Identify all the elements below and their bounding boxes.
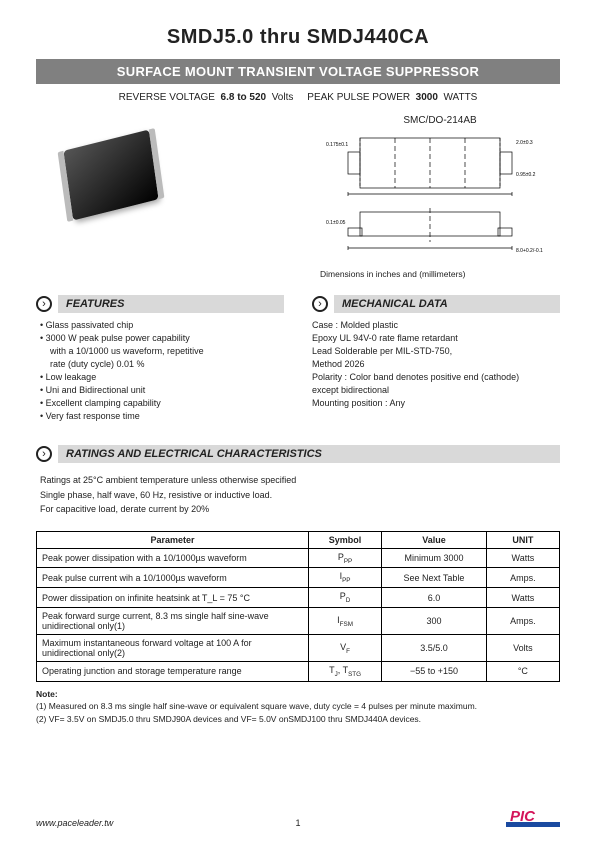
table-header-cell: Parameter — [37, 531, 309, 548]
param-cell: Operating junction and storage temperatu… — [37, 661, 309, 681]
symbol-cell: IFSM — [308, 607, 381, 634]
spec-line: REVERSE VOLTAGE 6.8 to 520 Volts PEAK PU… — [36, 92, 560, 103]
ratings-note-line: For capacitive load, derate current by 2… — [40, 502, 560, 516]
rv-label: REVERSE VOLTAGE — [119, 92, 215, 103]
note-heading: Note: — [36, 688, 560, 701]
symbol-cell: IPP — [308, 568, 381, 588]
ratings-note-line: Single phase, half wave, 60 Hz, resistiv… — [40, 488, 560, 502]
mechanical-heading: MECHANICAL DATA — [334, 295, 560, 313]
param-cell: Maximum instantaneous forward voltage at… — [37, 634, 309, 661]
footnote-line: (1) Measured on 8.3 ms single half sine-… — [36, 700, 560, 713]
footer-website: www.paceleader.tw — [36, 818, 113, 828]
mechanical-line: Case : Molded plastic — [312, 319, 560, 332]
svg-text:PIC: PIC — [510, 808, 536, 825]
mechanical-line: Polarity : Color band denotes positive e… — [312, 371, 560, 384]
footnote-line: (2) VF= 3.5V on SMDJ5.0 thru SMDJ90A dev… — [36, 713, 560, 726]
svg-text:8.0+0.2/-0.1: 8.0+0.2/-0.1 — [516, 248, 543, 254]
symbol-cell: PD — [308, 588, 381, 608]
mechanical-line: Method 2026 — [312, 358, 560, 371]
company-logo: PIC — [506, 806, 560, 828]
package-drawing: 0.175±0.1 2.0±0.3 0.95±0.2 0.1±0.05 8.0+… — [320, 130, 560, 260]
feature-item: rate (duty cycle) 0.01 % — [40, 358, 284, 371]
mechanical-line: Mounting position : Any — [312, 397, 560, 410]
ratings-conditions: Ratings at 25°C ambient temperature unle… — [40, 473, 560, 516]
param-cell: Peak forward surge current, 8.3 ms singl… — [37, 607, 309, 634]
table-row: Peak power dissipation with a 10/1000µs … — [37, 548, 560, 568]
mechanical-data: Case : Molded plasticEpoxy UL 94V-0 rate… — [312, 319, 560, 410]
rv-unit: Volts — [272, 92, 294, 103]
svg-text:0.95±0.2: 0.95±0.2 — [516, 172, 536, 178]
ratings-heading: RATINGS AND ELECTRICAL CHARACTERISTICS — [58, 445, 560, 463]
table-row: Peak forward surge current, 8.3 ms singl… — [37, 607, 560, 634]
table-row: Peak pulse current wih a 10/1000µs wavef… — [37, 568, 560, 588]
symbol-cell: PPP — [308, 548, 381, 568]
feature-item: Glass passivated chip — [40, 319, 284, 332]
subtitle-bar: SURFACE MOUNT TRANSIENT VOLTAGE SUPPRESS… — [36, 59, 560, 84]
feature-item: Very fast response time — [40, 410, 284, 423]
feature-item: with a 10/1000 us waveform, repetitive — [40, 345, 284, 358]
value-cell: 3.5/5.0 — [382, 634, 487, 661]
dimensions-note: Dimensions in inches and (millimeters) — [320, 269, 560, 279]
ppp-unit: WATTS — [443, 92, 477, 103]
table-footnotes: Note: (1) Measured on 8.3 ms single half… — [36, 688, 560, 726]
table-header-cell: Symbol — [308, 531, 381, 548]
ppp-value: 3000 — [416, 92, 438, 103]
unit-cell: Watts — [486, 548, 559, 568]
parameters-table: ParameterSymbolValueUNIT Peak power diss… — [36, 531, 560, 682]
mechanical-line: except bidirectional — [312, 384, 560, 397]
symbol-cell: VF — [308, 634, 381, 661]
value-cell: −55 to +150 — [382, 661, 487, 681]
unit-cell: Volts — [486, 634, 559, 661]
param-cell: Peak power dissipation with a 10/1000µs … — [37, 548, 309, 568]
chevron-icon: › — [36, 296, 52, 312]
component-photo — [36, 115, 186, 235]
feature-item: Low leakage — [40, 371, 284, 384]
unit-cell: Amps. — [486, 607, 559, 634]
svg-text:0.175±0.1: 0.175±0.1 — [326, 142, 348, 148]
value-cell: Minimum 3000 — [382, 548, 487, 568]
table-row: Power dissipation on infinite heatsink a… — [37, 588, 560, 608]
value-cell: 6.0 — [382, 588, 487, 608]
value-cell: See Next Table — [382, 568, 487, 588]
unit-cell: Watts — [486, 588, 559, 608]
chevron-icon: › — [36, 446, 52, 462]
rv-value: 6.8 to 520 — [221, 92, 267, 103]
svg-text:2.0±0.3: 2.0±0.3 — [516, 140, 533, 146]
symbol-cell: TJ, TSTG — [308, 661, 381, 681]
feature-item: Excellent clamping capability — [40, 397, 284, 410]
param-cell: Power dissipation on infinite heatsink a… — [37, 588, 309, 608]
param-cell: Peak pulse current wih a 10/1000µs wavef… — [37, 568, 309, 588]
page-title: SMDJ5.0 thru SMDJ440CA — [36, 26, 560, 49]
package-label: SMC/DO-214AB — [320, 115, 560, 126]
chevron-icon: › — [312, 296, 328, 312]
chip-render — [63, 130, 158, 221]
mechanical-line: Epoxy UL 94V-0 rate flame retardant — [312, 332, 560, 345]
features-list: Glass passivated chip3000 W peak pulse p… — [36, 319, 284, 423]
table-header-cell: UNIT — [486, 531, 559, 548]
value-cell: 300 — [382, 607, 487, 634]
features-heading: FEATURES — [58, 295, 284, 313]
ppp-label: PEAK PULSE POWER — [307, 92, 410, 103]
ratings-note-line: Ratings at 25°C ambient temperature unle… — [40, 473, 560, 487]
page-number: 1 — [295, 818, 300, 828]
mechanical-line: Lead Solderable per MIL-STD-750, — [312, 345, 560, 358]
table-row: Maximum instantaneous forward voltage at… — [37, 634, 560, 661]
unit-cell: Amps. — [486, 568, 559, 588]
table-header-cell: Value — [382, 531, 487, 548]
table-row: Operating junction and storage temperatu… — [37, 661, 560, 681]
svg-text:0.1±0.05: 0.1±0.05 — [326, 220, 346, 226]
unit-cell: °C — [486, 661, 559, 681]
feature-item: Uni and Bidirectional unit — [40, 384, 284, 397]
page-footer: www.paceleader.tw 1 PIC — [36, 806, 560, 828]
feature-item: 3000 W peak pulse power capability — [40, 332, 284, 345]
